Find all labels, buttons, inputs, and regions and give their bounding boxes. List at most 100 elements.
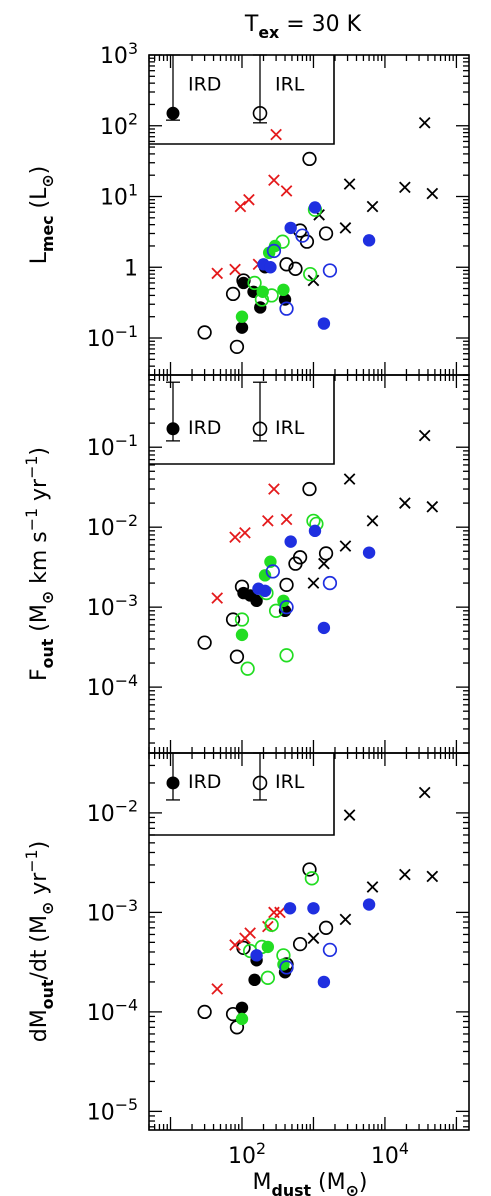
- point-open-green: [264, 288, 279, 303]
- point-open-blue: [295, 228, 310, 243]
- point-open-blue: [279, 960, 294, 975]
- x-ticks: [148, 55, 458, 375]
- legend-marker-filled: [166, 422, 180, 436]
- y-tick-label: 10−1: [87, 322, 138, 352]
- y-tick-label: 10−2: [87, 797, 138, 827]
- point-filled-blue: [362, 546, 376, 559]
- legend-ird-errorbar: [166, 381, 180, 442]
- point-cross-black: [366, 881, 379, 893]
- y-tick-label: 1: [124, 256, 138, 281]
- point-open-black: [279, 257, 294, 272]
- point-open-black: [292, 550, 308, 565]
- point-filled-green: [258, 569, 272, 582]
- y-tick-label: 102: [100, 110, 138, 140]
- point-filled-blue: [317, 621, 331, 635]
- x-tick-label: 104: [371, 1139, 409, 1169]
- point-filled-blue: [317, 975, 331, 989]
- point-open-black: [318, 226, 334, 241]
- point-open-black: [234, 579, 250, 594]
- y-tick-label: 10−2: [87, 511, 138, 541]
- point-cross-black: [418, 429, 431, 442]
- point-open-black: [318, 920, 334, 935]
- legend-ird-errorbar: [166, 54, 180, 121]
- point-open-green: [234, 612, 250, 627]
- panel-frame: [148, 54, 470, 376]
- point-cross-red: [262, 515, 274, 527]
- point-open-green: [279, 648, 294, 663]
- legend-irl-errorbar: [252, 381, 268, 442]
- point-cross-red: [229, 263, 241, 276]
- point-open-black: [302, 862, 317, 877]
- legend-frame: [149, 55, 335, 145]
- point-cross-black: [426, 870, 439, 883]
- point-open-blue: [322, 942, 338, 958]
- point-cross-black: [339, 540, 352, 552]
- point-cross-black: [339, 913, 352, 926]
- point-cross-red: [268, 483, 280, 495]
- data-points: [197, 116, 439, 354]
- point-open-green: [303, 266, 318, 282]
- point-filled-black: [250, 594, 263, 608]
- point-open-black: [229, 339, 245, 354]
- point-filled-blue: [362, 234, 376, 247]
- point-cross-black: [366, 200, 379, 213]
- data-points: [197, 786, 439, 1035]
- y-tick-label: 10−3: [87, 896, 138, 926]
- y-ticks: [149, 54, 469, 376]
- point-cross-red: [211, 267, 224, 280]
- point-cross-black: [343, 178, 356, 190]
- point-open-black: [197, 1004, 212, 1020]
- legend: IRD IRL: [149, 752, 335, 836]
- data-points: [197, 429, 439, 676]
- point-open-blue: [322, 575, 338, 591]
- legend-marker-filled: [166, 776, 180, 790]
- legend-ird-errorbar: [166, 752, 180, 801]
- point-filled-black: [235, 1001, 249, 1014]
- legend-entry: IRD: [188, 73, 221, 95]
- legend-marker-open: [252, 775, 268, 791]
- point-cross-black: [343, 473, 356, 485]
- y-axis-label: dMout/dt (M⊙ yr−1): [22, 841, 57, 1042]
- point-open-black: [302, 151, 317, 167]
- point-open-green: [275, 234, 290, 249]
- y-tick-label: 10−4: [87, 996, 138, 1026]
- point-open-black: [197, 635, 212, 650]
- point-filled-blue: [284, 221, 297, 235]
- point-filled-green: [235, 310, 249, 323]
- y-axis-label: Lmec (L⊙): [27, 166, 57, 265]
- y-tick-label: 10−5: [87, 1095, 138, 1125]
- y-tick-label: 10−3: [87, 591, 138, 621]
- point-filled-blue: [250, 949, 263, 962]
- point-cross-black: [318, 557, 330, 570]
- point-cross-red: [280, 185, 293, 197]
- point-cross-red: [268, 174, 280, 187]
- panel-1: 10−1 1 101 102 103 Lmec (L⊙) IRD IRL: [27, 39, 470, 376]
- y-ticks: [149, 752, 469, 1128]
- legend-frame: [149, 753, 335, 836]
- point-open-blue: [322, 263, 338, 278]
- point-cross-red: [270, 128, 282, 141]
- point-cross-black: [399, 497, 411, 509]
- x-axis-label-text: Mdust (M⊙): [253, 1170, 368, 1196]
- legend-entry: IRD: [188, 771, 221, 793]
- point-cross-red: [244, 927, 256, 939]
- point-open-black: [279, 577, 294, 593]
- point-cross-black: [418, 786, 431, 799]
- x-ticks: [148, 375, 458, 753]
- point-cross-black: [418, 116, 431, 129]
- point-open-green: [304, 871, 320, 886]
- point-open-green: [260, 970, 275, 985]
- point-cross-black: [307, 932, 320, 945]
- point-open-black: [302, 481, 317, 497]
- point-open-green: [240, 661, 255, 676]
- legend: IRD IRL: [149, 375, 335, 465]
- point-filled-blue: [308, 201, 322, 214]
- point-cross-red: [211, 592, 224, 604]
- point-filled-blue: [307, 902, 320, 915]
- point-cross-black: [339, 222, 352, 234]
- point-open-black: [288, 261, 303, 276]
- point-cross-black: [399, 868, 411, 881]
- legend-entry: IRL: [275, 73, 305, 95]
